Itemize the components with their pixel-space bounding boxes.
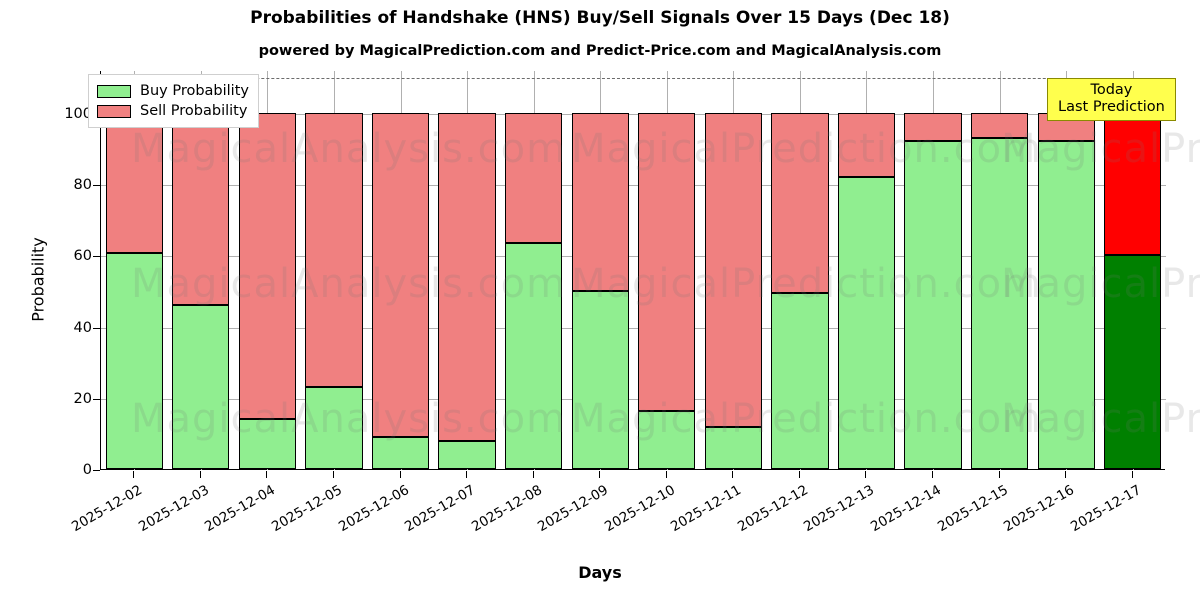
bar-segment-buy[interactable]: [105, 253, 163, 469]
bar-group[interactable]: [438, 70, 496, 469]
annotation-line-last-prediction: Last Prediction: [1058, 99, 1165, 116]
chart-legend: Buy Probability Sell Probability: [88, 74, 259, 128]
bar-group[interactable]: [571, 70, 629, 469]
bar-segment-sell[interactable]: [704, 112, 762, 427]
y-tick-label: 100: [64, 105, 92, 122]
x-tick-mark: [466, 471, 468, 478]
x-tick-mark: [399, 471, 401, 478]
y-tick-label: 40: [73, 319, 92, 336]
gridline-horizontal: [101, 327, 1166, 329]
bar-group[interactable]: [904, 70, 962, 469]
bar-segment-buy[interactable]: [704, 426, 762, 469]
bar-segment-sell[interactable]: [771, 112, 829, 293]
y-tick-label: 0: [82, 462, 92, 478]
bar-segment-buy[interactable]: [1037, 141, 1095, 469]
bar-group[interactable]: [105, 70, 163, 469]
gridline-horizontal: [101, 256, 1166, 258]
chart-title: Probabilities of Handshake (HNS) Buy/Sel…: [250, 8, 950, 28]
bar-group[interactable]: [771, 70, 829, 469]
bar-segment-sell[interactable]: [172, 112, 230, 306]
x-tick-mark: [732, 471, 734, 478]
bar-segment-sell[interactable]: [238, 112, 297, 420]
bar-segment-sell[interactable]: [904, 112, 962, 142]
x-tick-mark: [599, 471, 601, 478]
bar-segment-buy[interactable]: [837, 176, 896, 469]
legend-swatch-sell: [97, 104, 131, 118]
bar-segment-buy[interactable]: [904, 141, 962, 469]
bar-segment-buy[interactable]: [970, 137, 1029, 469]
gridline-horizontal: [101, 113, 1166, 115]
y-tick-mark: [93, 256, 100, 258]
x-tick-mark: [199, 471, 201, 478]
watermark-text: MagicalPrediction.com: [1001, 261, 1200, 307]
y-tick-label: 60: [73, 248, 92, 265]
bar-segment-sell[interactable]: [371, 112, 430, 437]
x-tick-mark: [266, 471, 268, 478]
chart-subtitle: powered by MagicalPrediction.com and Pre…: [258, 43, 942, 59]
gridline-horizontal: [101, 185, 1166, 186]
bar-group[interactable]: [505, 70, 563, 469]
bar-segment-buy[interactable]: [638, 411, 696, 469]
bar-group[interactable]: [970, 70, 1029, 469]
annotation-line-today: Today: [1090, 82, 1133, 98]
x-tick-mark: [932, 471, 934, 478]
watermark-text: MagicalPrediction.com: [1001, 126, 1200, 172]
bar-segment-sell[interactable]: [1104, 112, 1162, 256]
legend-item-sell: Sell Probability: [97, 101, 249, 121]
x-tick-mark: [133, 471, 135, 478]
bar-segment-sell[interactable]: [638, 112, 696, 412]
bar-segment-buy[interactable]: [438, 440, 496, 469]
x-tick-mark: [665, 471, 667, 478]
bar-segment-sell[interactable]: [305, 112, 363, 388]
bar-group[interactable]: [172, 70, 230, 469]
bar-group[interactable]: [638, 70, 696, 469]
bar-group[interactable]: [371, 70, 430, 469]
bar-segment-sell[interactable]: [970, 112, 1029, 138]
y-tick-mark: [93, 185, 100, 186]
legend-label-buy: Buy Probability: [140, 83, 249, 99]
legend-label-sell: Sell Probability: [140, 103, 248, 119]
bar-segment-buy[interactable]: [571, 290, 629, 469]
watermark-text: MagicalPrediction.com: [1001, 396, 1200, 442]
bar-segment-buy[interactable]: [305, 387, 363, 469]
bar-segment-buy[interactable]: [238, 419, 297, 469]
bar-segment-sell[interactable]: [105, 112, 163, 254]
bar-group[interactable]: [704, 70, 762, 469]
bar-segment-sell[interactable]: [505, 112, 563, 243]
y-tick-mark: [93, 327, 100, 329]
bar-group[interactable]: [238, 70, 297, 469]
x-tick-mark: [1131, 471, 1133, 478]
y-tick-label: 80: [73, 177, 92, 193]
y-tick-mark: [93, 470, 100, 471]
bar-segment-sell[interactable]: [438, 112, 496, 441]
x-tick-mark: [332, 471, 334, 478]
legend-item-buy: Buy Probability: [97, 81, 249, 101]
y-tick-label: 20: [73, 390, 92, 407]
bar-segment-buy[interactable]: [1104, 255, 1162, 469]
x-axis-title: Days: [578, 563, 622, 582]
bar-group-today[interactable]: [1104, 70, 1162, 469]
bar-segment-sell[interactable]: [571, 112, 629, 291]
x-tick-mark: [998, 471, 1000, 478]
threshold-line: [101, 78, 1166, 80]
x-tick-mark: [798, 471, 800, 478]
x-tick-mark: [865, 471, 867, 478]
today-last-prediction-annotation: Today Last Prediction: [1047, 78, 1176, 122]
bar-segment-buy[interactable]: [771, 292, 829, 469]
bar-segment-sell[interactable]: [837, 112, 896, 177]
plot-area: MagicalAnalysis.comMagicalPrediction.com…: [100, 70, 1200, 470]
bar-segment-buy[interactable]: [505, 242, 563, 469]
gridline-horizontal: [101, 398, 1166, 400]
bar-group[interactable]: [305, 70, 363, 469]
bar-group[interactable]: [1037, 70, 1095, 469]
x-tick-mark: [532, 471, 534, 478]
y-tick-mark: [93, 398, 100, 400]
bar-segment-buy[interactable]: [172, 305, 230, 469]
legend-swatch-buy: [97, 84, 131, 98]
x-tick-mark: [1065, 471, 1067, 478]
bar-group[interactable]: [837, 70, 896, 469]
y-axis-title: Probability: [28, 237, 48, 322]
bar-segment-buy[interactable]: [371, 436, 430, 469]
